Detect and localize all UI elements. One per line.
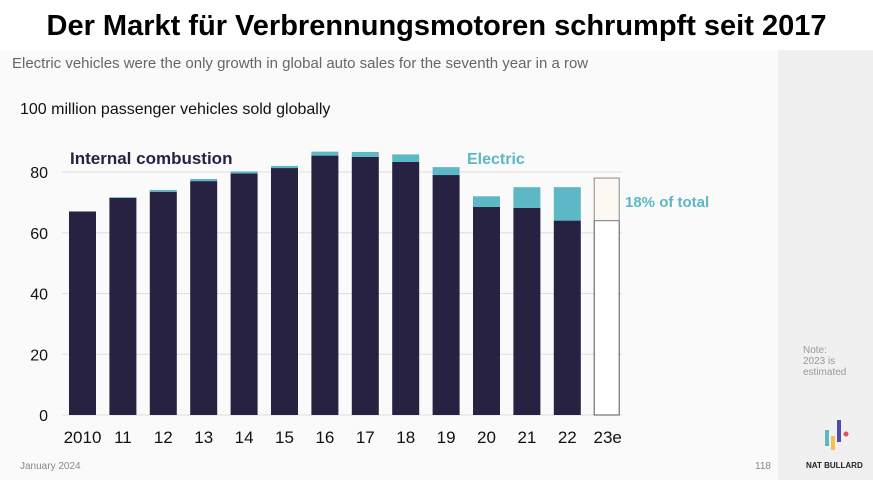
bar-combustion — [190, 181, 218, 415]
footer-date: January 2024 — [20, 461, 81, 472]
bar-combustion — [149, 191, 177, 415]
x-tick-label: 16 — [315, 428, 334, 447]
bar-electric — [311, 151, 339, 156]
y-tick-label: 20 — [30, 347, 48, 364]
x-tick-label: 21 — [517, 428, 536, 447]
x-tick-label: 22 — [558, 428, 577, 447]
brand-name: NAT BULLARD — [806, 461, 863, 470]
bar-electric — [230, 171, 258, 174]
y-tick-label: 80 — [30, 165, 48, 182]
bar-combustion — [553, 220, 581, 415]
note-line: Note: — [803, 345, 827, 356]
note-line: 2023 is — [803, 356, 836, 367]
y-tick-label: 40 — [30, 287, 48, 304]
x-tick-label: 13 — [194, 428, 213, 447]
x-tick-label: 12 — [154, 428, 173, 447]
bar-electric — [149, 189, 177, 192]
bar-combustion — [473, 206, 500, 415]
y-tick-label: 60 — [30, 226, 48, 243]
bar-combustion — [109, 197, 137, 415]
subtitle: Electric vehicles were the only growth i… — [12, 55, 589, 72]
bar-electric — [473, 196, 500, 207]
legend-electric: Electric — [467, 151, 525, 168]
bar-combustion — [593, 220, 620, 416]
annotation-share: 18% of total — [625, 194, 709, 211]
x-tick-label: 15 — [275, 428, 294, 447]
bar-combustion — [351, 156, 379, 415]
page-title: Der Markt für Verbrennungsmotoren schrum… — [0, 0, 873, 50]
x-tick-label: 14 — [235, 428, 254, 447]
bar-combustion — [311, 155, 339, 415]
side-panel — [778, 0, 873, 480]
bar-electric — [553, 187, 581, 221]
bar-electric — [392, 154, 420, 162]
x-tick-label: 20 — [477, 428, 496, 447]
bar-electric — [432, 167, 460, 176]
bar-combustion — [271, 168, 298, 415]
bar-electric — [190, 178, 218, 182]
bar-electric — [351, 151, 379, 157]
x-tick-label: 17 — [356, 428, 375, 447]
bar-combustion — [432, 175, 460, 415]
x-tick-label: 2010 — [64, 428, 102, 447]
bar-combustion — [392, 161, 420, 415]
legend-internal-combustion: Internal combustion — [70, 149, 232, 168]
bar-combustion — [69, 211, 96, 415]
note-line: estimated — [803, 367, 847, 378]
bar-electric — [109, 197, 137, 198]
y-axis-label: 100 million passenger vehicles sold glob… — [20, 101, 331, 118]
x-tick-label: 19 — [437, 428, 456, 447]
bar-electric — [593, 177, 620, 222]
bar-combustion — [230, 173, 258, 415]
bar-electric — [271, 165, 298, 169]
y-tick-label: 0 — [39, 408, 48, 425]
page-number: 118 — [755, 461, 771, 472]
x-tick-label: 18 — [396, 428, 415, 447]
x-tick-label: 23e — [594, 428, 622, 447]
x-tick-label: 11 — [114, 428, 132, 447]
note: Note: 2023 is estimated — [803, 345, 863, 378]
bar-electric — [513, 187, 541, 208]
bar-combustion — [513, 207, 541, 415]
